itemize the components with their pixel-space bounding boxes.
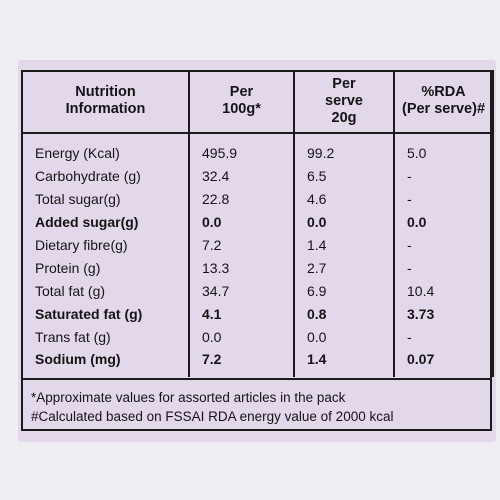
header-row: Nutrition Information Per 100g* Per serv… bbox=[21, 70, 494, 134]
value-per-100g: 0.0 bbox=[188, 210, 295, 234]
value-per-serve: 0.0 bbox=[293, 325, 395, 349]
value-per-serve: 4.6 bbox=[293, 187, 395, 211]
value-per-100g: 7.2 bbox=[188, 233, 295, 257]
table-row: Added sugar(g) 0.0 0.0 0.0 bbox=[21, 210, 494, 234]
footnote-approximate: *Approximate values for assorted article… bbox=[31, 390, 346, 405]
value-per-serve: 1.4 bbox=[293, 233, 395, 257]
value-per-serve: 1.4 bbox=[293, 348, 395, 377]
table-row: Trans fat (g) 0.0 0.0- bbox=[21, 325, 494, 349]
value-rda: - bbox=[393, 187, 494, 211]
header-per-100g: Per 100g* bbox=[188, 70, 295, 134]
value-per-serve: 0.0 bbox=[293, 210, 395, 234]
nutrient-name: Carbohydrate (g) bbox=[21, 164, 190, 188]
table-frame bbox=[21, 70, 492, 431]
table-row: Total sugar(g) 22.8 4.6- bbox=[21, 187, 494, 211]
nutrient-name: Total sugar(g) bbox=[21, 187, 190, 211]
value-per-100g: 495.9 bbox=[188, 133, 295, 165]
value-rda: - bbox=[393, 325, 494, 349]
value-rda: - bbox=[393, 256, 494, 280]
table-row: Protein (g) 13.3 2.7- bbox=[21, 256, 494, 280]
nutrient-name: Sodium (mg) bbox=[21, 348, 190, 377]
value-rda: 0.07 bbox=[393, 348, 494, 377]
value-rda: - bbox=[393, 233, 494, 257]
table-row: Saturated fat (g) 4.1 0.8 3.73 bbox=[21, 302, 494, 326]
value-per-100g: 4.1 bbox=[188, 302, 295, 326]
value-per-serve: 99.2 bbox=[293, 133, 395, 165]
value-rda: 0.0 bbox=[393, 210, 494, 234]
value-per-serve: 0.8 bbox=[293, 302, 395, 326]
value-per-100g: 13.3 bbox=[188, 256, 295, 280]
value-per-100g: 0.0 bbox=[188, 325, 295, 349]
nutrient-name: Protein (g) bbox=[21, 256, 190, 280]
value-per-100g: 34.7 bbox=[188, 279, 295, 303]
nutrient-name: Dietary fibre(g) bbox=[21, 233, 190, 257]
value-rda: 5.0 bbox=[393, 133, 494, 165]
value-per-100g: 22.8 bbox=[188, 187, 295, 211]
table-row: Total fat (g) 34.7 6.9 10.4 bbox=[21, 279, 494, 303]
header-per-serve: Per serve 20g bbox=[293, 70, 395, 134]
nutrition-table: Nutrition Information Per 100g* Per serv… bbox=[21, 70, 494, 377]
value-per-100g: 7.2 bbox=[188, 348, 295, 377]
table-row: Carbohydrate (g) 32.4 6.5- bbox=[21, 164, 494, 188]
value-per-serve: 2.7 bbox=[293, 256, 395, 280]
value-rda: - bbox=[393, 164, 494, 188]
header-nutrition-information: Nutrition Information bbox=[21, 70, 190, 134]
value-rda: 10.4 bbox=[393, 279, 494, 303]
nutrient-name: Total fat (g) bbox=[21, 279, 190, 303]
value-rda: 3.73 bbox=[393, 302, 494, 326]
nutrient-name: Saturated fat (g) bbox=[21, 302, 190, 326]
nutrient-name: Added sugar(g) bbox=[21, 210, 190, 234]
header-rda: %RDA (Per serve)# bbox=[393, 70, 494, 134]
value-per-serve: 6.9 bbox=[293, 279, 395, 303]
nutrient-name: Energy (Kcal) bbox=[21, 133, 190, 165]
footnote-calculated: #Calculated based on FSSAI RDA energy va… bbox=[31, 409, 394, 424]
table-row: Energy (Kcal) 495.9 99.2 5.0 bbox=[21, 133, 494, 165]
footnotes: *Approximate values for assorted article… bbox=[21, 378, 492, 431]
table-row: Sodium (mg) 7.2 1.4 0.07 bbox=[21, 348, 494, 377]
value-per-100g: 32.4 bbox=[188, 164, 295, 188]
table-row: Dietary fibre(g) 7.2 1.4- bbox=[21, 233, 494, 257]
value-per-serve: 6.5 bbox=[293, 164, 395, 188]
nutrient-name: Trans fat (g) bbox=[21, 325, 190, 349]
